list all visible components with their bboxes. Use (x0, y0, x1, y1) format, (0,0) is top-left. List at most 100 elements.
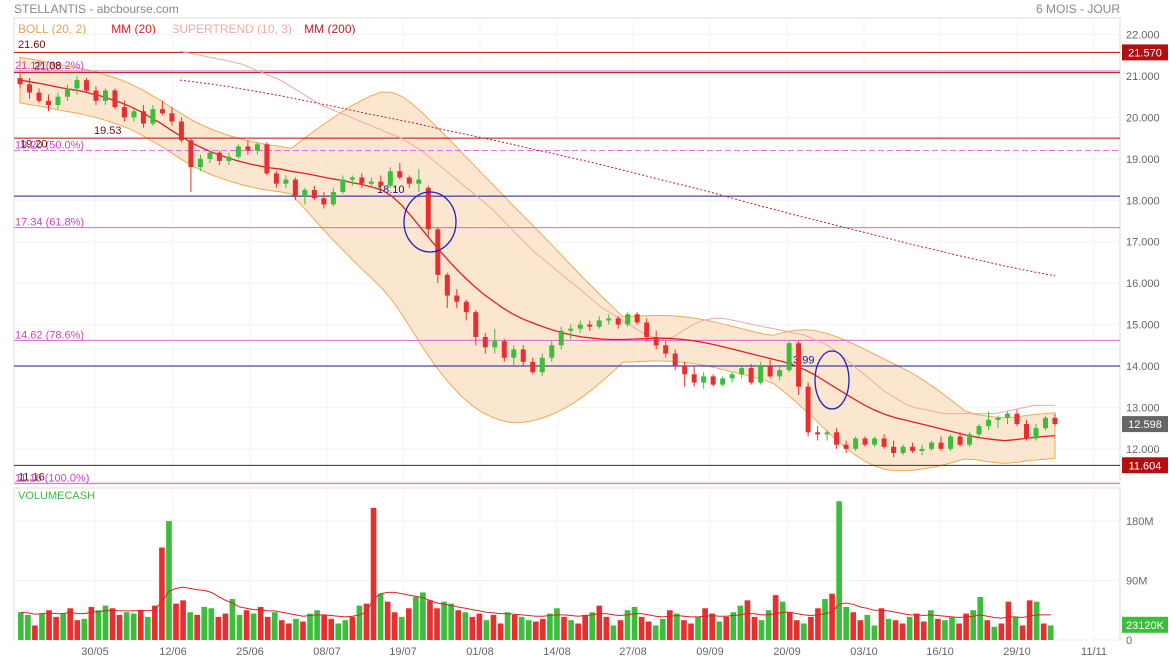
candle-body (834, 432, 840, 445)
candle-body (729, 374, 735, 379)
candle-body (1024, 424, 1030, 439)
volume-bar (723, 616, 730, 640)
candle-body (340, 179, 346, 192)
volume-bar (610, 625, 617, 640)
volume-bar (286, 623, 292, 640)
volume-bar (850, 612, 857, 640)
volume-bar (589, 612, 596, 640)
volume-bar (942, 620, 948, 640)
candle-body (539, 357, 545, 373)
candle-body (74, 80, 80, 89)
candle-body (245, 146, 251, 151)
y-tick-label: 13.000 (1126, 402, 1160, 414)
volume-tag (1122, 616, 1168, 633)
candle-body (710, 376, 716, 385)
volume-bar (815, 608, 821, 640)
candle-body (55, 96, 61, 105)
fib-label: 21.12 (38.2%) (15, 60, 84, 72)
candle-body (549, 345, 555, 358)
volume-tick-label: 180M (1126, 516, 1154, 528)
y-tick-label: 20.000 (1126, 112, 1160, 124)
candle-body (444, 274, 450, 296)
candle-body (691, 374, 697, 383)
y-tick-label: 21.000 (1126, 71, 1160, 83)
candle-body (292, 179, 298, 197)
candle-body (891, 446, 897, 453)
candle-body (606, 318, 612, 321)
candle-body (615, 318, 621, 325)
volume-bar (857, 620, 864, 640)
volume-bar (568, 620, 574, 640)
candle-body (264, 144, 270, 174)
volume-bar (836, 501, 842, 640)
volume-bar (349, 616, 356, 640)
volume-bar (998, 623, 1005, 640)
volume-bar (427, 600, 433, 640)
volume-bar (920, 621, 927, 640)
candle-body (159, 109, 165, 114)
volume-bar (681, 620, 687, 640)
candle-body (948, 436, 954, 449)
volume-bar (250, 613, 257, 640)
volume-bar (540, 618, 546, 640)
volume-bar (970, 610, 976, 640)
price-annotation: 21.08 (34, 61, 62, 73)
candle-body (64, 88, 70, 97)
volume-avg-line (20, 586, 1051, 619)
volume-bar (384, 601, 391, 640)
candle-body (330, 192, 336, 205)
volume-bar (737, 605, 744, 640)
volume-bar (561, 616, 567, 640)
candle-body (976, 426, 982, 435)
candle-body (178, 121, 184, 141)
volume-bar (603, 616, 610, 640)
volume-bar (39, 613, 45, 640)
volume-bar (892, 620, 899, 640)
fib-label: 14.62 (78.6%) (15, 329, 84, 341)
volume-bar (391, 612, 398, 640)
candle-body (843, 444, 849, 449)
volume-bar (596, 605, 603, 640)
legend-item: MM (20) (111, 22, 156, 36)
volume-bar (60, 613, 66, 640)
volume-bar (18, 612, 24, 640)
highlight-circle (403, 191, 457, 253)
volume-bar (32, 625, 38, 640)
price-tag-label: 11.604 (1129, 460, 1162, 472)
volume-bar (518, 616, 525, 640)
highlight-circle (814, 350, 850, 410)
volume-bar (405, 608, 412, 640)
volume-bar (413, 597, 419, 640)
candle-body (112, 90, 118, 108)
candle-body (169, 113, 175, 122)
candle-body (216, 152, 222, 161)
volume-bar (906, 616, 913, 640)
candle-body (701, 376, 707, 383)
volume-bar (116, 614, 123, 640)
price-tag (1122, 416, 1168, 433)
x-tick-label: 12/06 (159, 646, 187, 658)
volume-bar (730, 612, 737, 640)
candle-body (463, 301, 469, 313)
volume-bar (575, 623, 581, 640)
candle-body (1052, 417, 1058, 424)
y-tick-label: 15.000 (1126, 320, 1160, 332)
x-tick-label: 20/09 (773, 646, 801, 658)
candle-body (368, 181, 374, 184)
volume-bar (314, 610, 320, 640)
volume-bar (772, 595, 779, 640)
volume-bar (1012, 616, 1019, 640)
volume-bar (293, 618, 299, 640)
volume-bar (448, 603, 454, 640)
candle-body (416, 179, 422, 184)
candle-body (815, 432, 821, 435)
candle-body (254, 144, 260, 151)
candle-body (302, 189, 308, 197)
volume-bar (483, 620, 490, 640)
price-tag (1122, 44, 1168, 61)
volume-bar (843, 606, 850, 640)
candle-body (558, 330, 564, 346)
volume-bar (159, 547, 165, 640)
volume-bar (271, 612, 278, 640)
